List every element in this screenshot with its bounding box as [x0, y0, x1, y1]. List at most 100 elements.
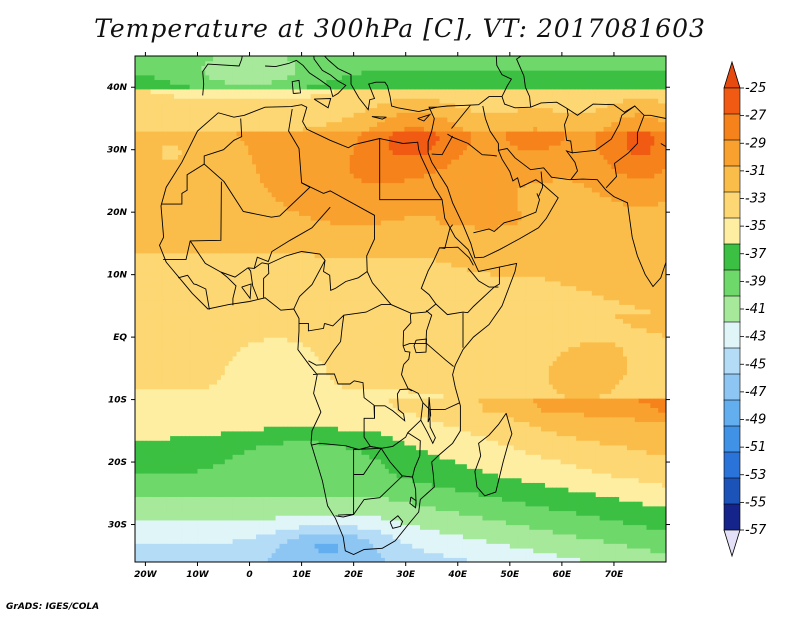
sudan-ethiopia-border — [420, 224, 453, 305]
colorbar-label: -43 — [745, 330, 766, 345]
africa-coastline — [159, 104, 518, 555]
lat-tick-label: 30S — [108, 521, 127, 531]
colorbar-label: -39 — [745, 274, 766, 289]
cyprus-coastline — [417, 113, 432, 122]
lat-tick-label: 30N — [107, 146, 128, 156]
credit-text: GrADS: IGES/COLA — [6, 602, 100, 612]
afghan-pak-border — [572, 105, 636, 154]
colorbar-swatch — [723, 503, 741, 531]
map-title: Temperature at 300hPa [C], VT: 201708160… — [94, 14, 706, 43]
lake-malawi — [427, 397, 432, 423]
zimbabwe-mozambique-border — [407, 432, 421, 478]
colorbar-label: -37 — [745, 247, 767, 262]
lon-tick-label: 40E — [447, 570, 468, 580]
colorbar-swatch — [723, 269, 741, 297]
colorbar-bottom-arrow — [723, 529, 741, 558]
botswana-zimbabwe-border — [353, 447, 417, 505]
lon-tick-label: 60E — [553, 570, 573, 580]
colorbar-label: -27 — [745, 109, 767, 124]
lat-tick-label: 20N — [107, 208, 128, 218]
colorbar-label: -33 — [745, 192, 766, 207]
caspian-east-coast — [516, 56, 532, 108]
colorbar-label: -53 — [745, 468, 766, 483]
colorbar-label: -51 — [745, 440, 766, 455]
lake-volta — [241, 283, 252, 300]
colorbar-label: -47 — [745, 385, 767, 400]
axis-ticks: 20W 10W 0 10E 20E 30E 40E 50E 60E 70E 40N 30N 20N 10N… — [106, 52, 670, 580]
lon-tick-label: 20E — [344, 570, 364, 580]
south-europe-coastline — [265, 56, 438, 113]
morocco-algeria-border — [203, 118, 243, 165]
colorbar-label: -57 — [745, 523, 767, 538]
colorbar-swatch — [723, 243, 741, 271]
colorbar-swatch — [723, 295, 741, 323]
lon-tick-label: 70E — [605, 570, 625, 580]
tanganyika-shore — [401, 364, 413, 392]
colorbar-swatch — [723, 139, 741, 167]
eswatini-border — [409, 496, 417, 509]
colorbar-swatch — [723, 373, 741, 401]
congo-drc-border — [308, 315, 345, 366]
colorbar-swatch — [723, 425, 741, 453]
crete-coastline — [371, 116, 387, 120]
india-north-border — [660, 143, 666, 147]
colorbar-swatch — [723, 217, 741, 245]
colorbar-swatch — [723, 87, 741, 115]
uganda-kenya-border — [425, 310, 433, 344]
gabon-cameroon-border — [299, 322, 325, 332]
lon-tick-label: 10W — [186, 570, 210, 580]
levant-coastline — [427, 106, 437, 153]
colorbar-swatch — [723, 399, 741, 427]
northwest-borders — [161, 109, 311, 218]
yemen-saudi-border — [473, 193, 540, 234]
colorbar-label: -41 — [745, 302, 766, 317]
colorbar-label: -35 — [745, 219, 766, 234]
burundi-rwanda-border — [402, 345, 411, 365]
caspian-west-coast — [495, 56, 513, 97]
arabia-india-coastline — [427, 148, 666, 288]
colorbar-swatch — [723, 321, 741, 349]
uganda-drc-border — [402, 313, 412, 346]
zambia-border — [374, 388, 424, 449]
oman-uae-border — [538, 171, 544, 197]
lon-tick-label: 50E — [500, 570, 520, 580]
somaliland-border — [467, 268, 499, 288]
south-africa-north-border — [335, 475, 403, 518]
ivory-ghana-border — [220, 271, 237, 306]
lake-victoria — [413, 338, 427, 354]
colorbar-swatch — [723, 477, 741, 505]
lesotho-border — [389, 515, 404, 529]
jordan-saudi-border — [431, 135, 453, 156]
lat-tick-label: 40N — [106, 83, 128, 93]
lat-tick-label: 10N — [107, 271, 128, 281]
colorbar-top-arrow — [723, 60, 741, 89]
colorbar-label: -25 — [745, 81, 766, 96]
lon-tick-label: 30E — [396, 570, 416, 580]
colorbar-swatch — [723, 165, 741, 193]
niger-border — [253, 206, 331, 269]
colorbar-label: -45 — [745, 357, 766, 372]
angola-drc-zambia-border — [312, 373, 382, 449]
india-pakistan-border — [605, 115, 645, 189]
eritrea-border — [439, 246, 474, 266]
iran-afghan-pak-border — [564, 108, 578, 180]
lat-tick-label: 20S — [108, 458, 127, 468]
ghana-togo-border — [247, 267, 259, 300]
colorbar-label: -55 — [745, 495, 766, 510]
lon-tick-label: 10E — [292, 570, 312, 580]
chad-car-border — [323, 260, 368, 291]
sardinia-coastline — [291, 79, 302, 94]
guinea-liberia-border — [178, 274, 210, 310]
colorbar-swatch — [723, 451, 741, 479]
lat-tick-label: EQ — [113, 333, 127, 343]
colorbar-label: -31 — [745, 164, 766, 179]
colorbar-swatch — [723, 347, 741, 375]
lon-tick-label: 20W — [134, 570, 158, 580]
map-frame — [134, 55, 667, 563]
lat-tick-label: 10S — [108, 396, 127, 406]
congo-car-border — [324, 304, 392, 327]
iberia-coastline — [202, 56, 243, 96]
colorbar-swatch — [723, 113, 741, 141]
iraq-iran-border — [482, 105, 499, 151]
